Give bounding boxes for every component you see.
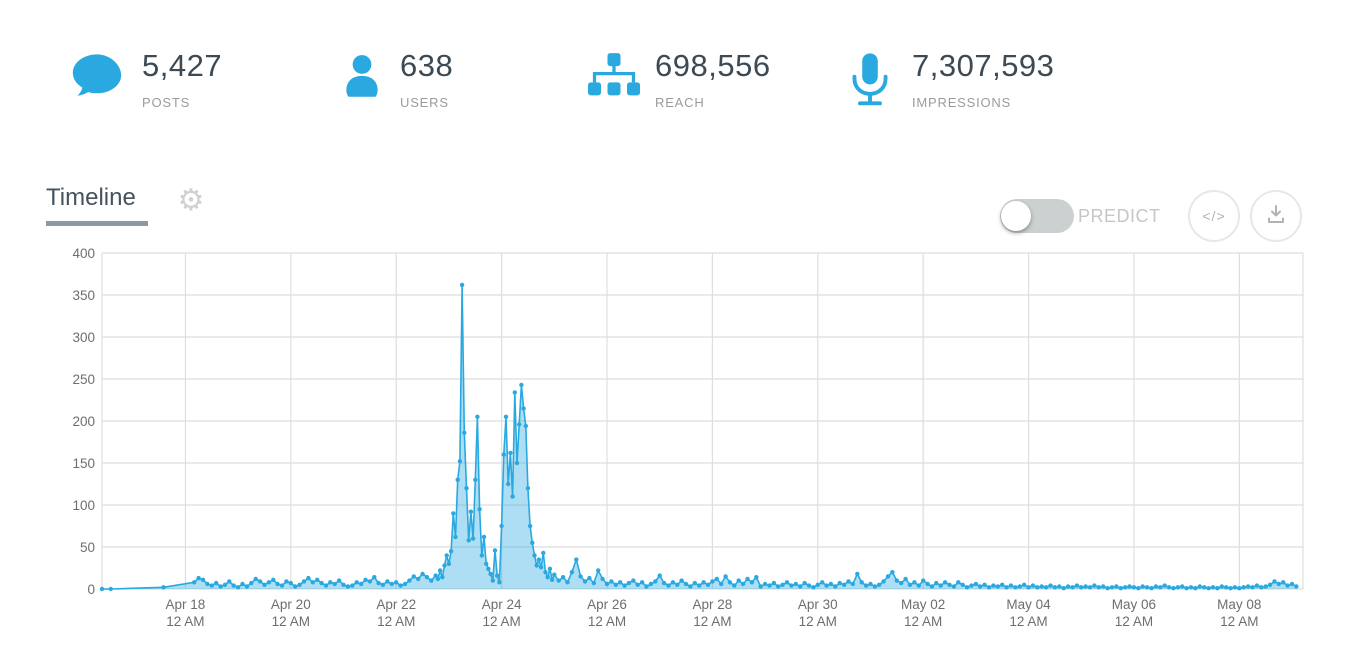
svg-text:Apr 28: Apr 28 [692,597,732,612]
posts-label: POSTS [142,95,191,110]
impressions-value: 7,307,593 [912,48,1055,83]
speech-bubble-icon [70,52,128,104]
svg-text:12 AM: 12 AM [1220,614,1258,629]
download-button[interactable] [1250,190,1302,242]
code-icon: </> [1202,208,1226,224]
chart-line [101,284,1298,590]
svg-text:May 02: May 02 [901,597,945,612]
user-icon [337,52,395,104]
svg-text:Apr 26: Apr 26 [587,597,627,612]
svg-text:Apr 20: Apr 20 [271,597,311,612]
svg-text:12 AM: 12 AM [693,614,731,629]
svg-text:Apr 18: Apr 18 [166,597,206,612]
embed-code-button[interactable]: </> [1188,190,1240,242]
y-axis-labels: 0 50 100 150 200 250 300 350 400 [72,246,95,597]
svg-text:12 AM: 12 AM [272,614,310,629]
svg-text:12 AM: 12 AM [1009,614,1047,629]
svg-text:100: 100 [72,498,95,513]
svg-text:12 AM: 12 AM [904,614,942,629]
reach-value: 698,556 [655,48,771,83]
svg-text:12 AM: 12 AM [166,614,204,629]
chart-area-fill [102,284,1297,589]
svg-text:May 08: May 08 [1217,597,1261,612]
svg-text:0: 0 [87,582,95,597]
users-label: USERS [400,95,449,110]
svg-text:350: 350 [72,288,95,303]
svg-text:50: 50 [80,540,95,555]
svg-text:12 AM: 12 AM [799,614,837,629]
svg-text:12 AM: 12 AM [1115,614,1153,629]
chart-data-points [99,282,1299,592]
x-axis-labels: Apr 18 12 AM Apr 20 12 AM Apr 22 12 AM Apr 24 1… [166,597,1262,629]
svg-text:200: 200 [72,414,95,429]
svg-text:400: 400 [72,246,95,261]
svg-text:12 AM: 12 AM [588,614,626,629]
svg-text:300: 300 [72,330,95,345]
users-value: 638 [400,48,454,83]
predict-toggle[interactable] [1000,199,1074,233]
svg-text:May 04: May 04 [1006,597,1051,612]
microphone-icon [850,52,908,106]
posts-value: 5,427 [142,48,223,83]
chart-grid [101,252,1304,590]
svg-text:12 AM: 12 AM [377,614,415,629]
svg-text:Apr 30: Apr 30 [798,597,838,612]
svg-text:150: 150 [72,456,95,471]
gear-icon[interactable]: ⚙ [177,184,205,217]
svg-text:12 AM: 12 AM [482,614,520,629]
tab-timeline[interactable]: Timeline [46,184,136,211]
svg-text:Apr 22: Apr 22 [376,597,416,612]
download-icon [1265,203,1287,230]
svg-text:250: 250 [72,372,95,387]
sitemap-icon [585,52,643,104]
reach-label: REACH [655,95,705,110]
svg-text:May 06: May 06 [1112,597,1156,612]
predict-toggle-knob [1001,201,1031,231]
predict-label: PREDICT [1078,206,1161,226]
tab-timeline-underline [46,221,148,226]
impressions-label: IMPRESSIONS [912,95,1012,110]
svg-text:Apr 24: Apr 24 [482,597,522,612]
